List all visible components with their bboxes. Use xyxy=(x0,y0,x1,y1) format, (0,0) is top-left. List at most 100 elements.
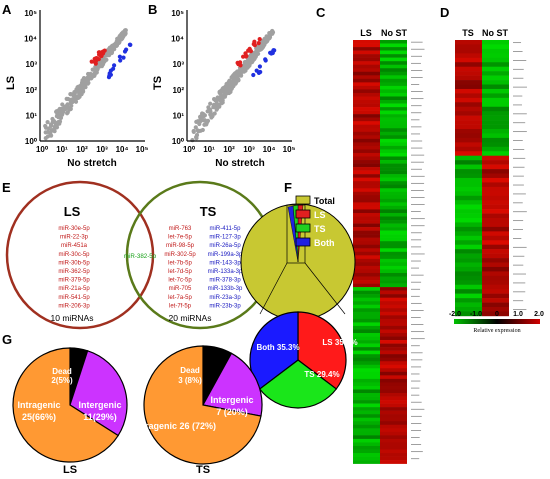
heatmap-cell xyxy=(380,170,407,175)
heatmap-cell xyxy=(455,182,482,188)
heatmap-cell xyxy=(482,169,509,174)
heatmap-cell xyxy=(353,85,380,90)
pie-ls-inter-value: 11(29%) xyxy=(83,412,117,422)
pie-f-ls-label: LS 35.3% xyxy=(322,338,357,347)
heatmap-row-label xyxy=(411,182,425,184)
heatmap-row-label xyxy=(411,147,423,149)
venn-ls-count: 10 miRNAs xyxy=(51,313,94,323)
heatmap-cell xyxy=(353,280,380,284)
heatmap-cell xyxy=(380,160,407,164)
heatmap-cell xyxy=(353,290,380,295)
heatmap-row-label xyxy=(411,451,423,453)
heatmap-cell xyxy=(353,212,380,217)
x-tick-label: 10¹ xyxy=(203,145,215,154)
heatmap-cell xyxy=(380,163,407,168)
heatmap-cell xyxy=(380,445,407,450)
heatmap-row-label xyxy=(411,246,422,248)
heatmap-cell xyxy=(353,382,380,387)
scatter-point xyxy=(63,107,68,112)
heatmap-cell xyxy=(380,61,407,66)
heatmap-cell xyxy=(455,142,482,148)
heatmap-cell xyxy=(380,103,407,108)
scatter-point xyxy=(217,90,222,95)
scatter-point-up xyxy=(247,46,252,51)
heatmap-cell xyxy=(482,164,509,170)
panel-label-b: B xyxy=(148,2,157,17)
scatter-point xyxy=(112,43,117,48)
heatmap-row-label xyxy=(411,62,421,64)
heatmap-cell xyxy=(353,368,380,373)
scatter-point xyxy=(48,122,54,127)
scatter-point xyxy=(193,125,198,130)
heatmap-cell xyxy=(455,102,482,108)
heatmap-cell xyxy=(482,137,509,143)
heatmap-row-label xyxy=(411,239,422,241)
scatter-point-up xyxy=(238,60,243,65)
heatmap-cell xyxy=(455,62,482,67)
venn-mirna: miR-98-5p xyxy=(166,243,195,249)
heatmap-row-label xyxy=(411,444,422,445)
scatter-point xyxy=(255,50,260,55)
heatmap-cell xyxy=(482,266,509,272)
heatmap-cell xyxy=(380,50,407,55)
venn-diagram: LS TS miR-30e-5p miR-22-3p miR-451a miR-30c… xyxy=(5,180,275,330)
pie-ls-inter-label: Intergenic xyxy=(78,400,121,410)
scatter-point xyxy=(265,37,270,42)
heatmap-cell xyxy=(482,182,509,188)
scatter-point xyxy=(102,58,108,63)
heatmap-cell xyxy=(380,145,407,150)
heatmap-cell xyxy=(380,361,407,366)
scatter-point-down xyxy=(256,70,261,75)
scatter-point xyxy=(210,114,215,119)
heatmap-cell xyxy=(353,329,380,334)
heatmap-cell xyxy=(353,149,380,154)
heatmap-row-label xyxy=(411,70,423,71)
scatter-point xyxy=(60,102,65,107)
heatmap-row-label xyxy=(513,140,523,141)
heatmap-cell xyxy=(353,202,380,207)
heatmap-cell xyxy=(353,322,380,327)
heatmap-cell xyxy=(482,204,509,210)
venn-mirna: miR-302-5p xyxy=(164,252,196,258)
heatmap-cell xyxy=(482,155,509,161)
heatmap-row-label xyxy=(513,60,527,61)
heatmap-cell xyxy=(353,301,380,306)
heatmap-cell xyxy=(380,280,407,284)
scatter-point xyxy=(229,75,234,80)
venn-mirna: let-7d-5p xyxy=(168,269,192,275)
heatmap-cell xyxy=(353,304,380,309)
heatmap-cell xyxy=(353,220,380,224)
heatmap-cell xyxy=(455,222,482,228)
pie-ts xyxy=(143,345,263,465)
scatter-point xyxy=(226,79,231,84)
scatter-point-down xyxy=(118,58,123,63)
heatmap-cell xyxy=(380,92,407,97)
heatmap-cell xyxy=(455,97,482,103)
heatmap-cell xyxy=(455,298,482,303)
heatmap-cell xyxy=(482,71,509,76)
heatmap-cell xyxy=(380,357,407,362)
heatmap-row-label xyxy=(513,291,526,293)
heatmap-cell xyxy=(482,40,509,45)
y-tick-label: 10⁰ xyxy=(172,137,185,146)
heatmap-cell xyxy=(482,253,509,259)
heatmap-cell xyxy=(455,151,482,156)
y-tick-label: 10² xyxy=(25,86,37,95)
heatmap-cell xyxy=(380,410,407,415)
pie-ls-dead-value: 2(5%) xyxy=(51,376,73,385)
venn-mirna: let-7c-5p xyxy=(168,278,192,284)
x-tick-label: 10¹ xyxy=(56,145,68,154)
pie-f-ts-label: TS 29.4% xyxy=(304,370,339,379)
heatmap-cell xyxy=(380,354,407,358)
heatmap-row-label xyxy=(513,68,524,70)
heatmap-cell xyxy=(380,336,407,341)
heatmap-cell xyxy=(455,133,482,139)
heatmap-cell xyxy=(380,40,407,44)
scatter-point xyxy=(198,114,203,119)
heatmap-cell xyxy=(353,460,380,464)
y-tick-label: 10⁵ xyxy=(24,9,37,18)
heatmap-cell xyxy=(380,191,407,196)
heatmap-cell xyxy=(380,152,407,157)
heatmap-cell xyxy=(380,184,407,189)
